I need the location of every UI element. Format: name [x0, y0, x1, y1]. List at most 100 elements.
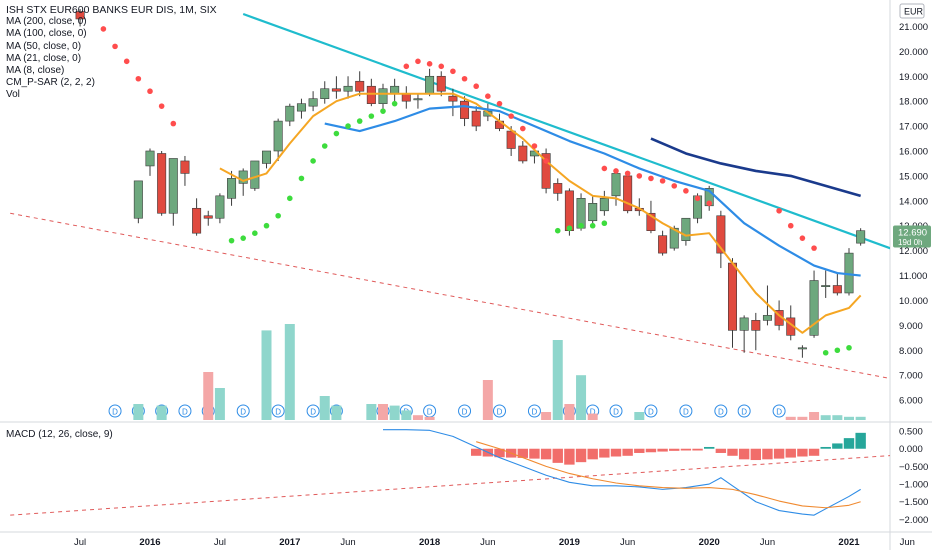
macd-legend: MACD (12, 26, close, 9)	[6, 429, 113, 440]
resistance-trendline	[242, 12, 890, 250]
candle-body	[261, 150, 271, 164]
psar-dot-bear	[543, 158, 549, 164]
psar-dot-bear	[100, 26, 107, 32]
candle-body	[564, 190, 574, 231]
candle-body	[215, 195, 225, 219]
macd-histogram-bar	[610, 448, 622, 457]
candle-body	[355, 80, 365, 92]
macd-histogram-bar	[540, 448, 552, 460]
candle-body	[518, 145, 528, 162]
volume-bar	[412, 415, 423, 420]
time-tick-label: 2020	[699, 537, 720, 548]
macd-tick-label: −0.500	[899, 462, 928, 473]
countdown-label: 19d 0h	[898, 238, 922, 247]
psar-dot-bear	[648, 175, 654, 182]
psar-dot-bear	[123, 58, 130, 65]
macd-histogram-bar	[692, 448, 703, 451]
price-tick-label: 19.000	[899, 72, 928, 83]
macd-tick-label: 0.000	[899, 444, 923, 455]
legend-ma50: MA (50, close, 0)	[6, 40, 82, 52]
dividend-marker-label: D	[741, 408, 747, 417]
candle-body	[320, 88, 330, 99]
candle-body	[401, 93, 411, 102]
price-tick-label: 15.000	[899, 171, 928, 182]
psar-dot-bear	[438, 63, 445, 70]
volume-bar	[564, 404, 575, 420]
dividend-marker-label: D	[275, 408, 281, 417]
legend-vol: Vol	[6, 89, 20, 101]
price-tick-label: 11.000	[899, 271, 927, 282]
dividend-marker-label: D	[532, 408, 538, 417]
psar-dot-bull	[228, 237, 235, 244]
macd-histogram-bar	[843, 438, 855, 449]
psar-dot-bear	[461, 75, 468, 82]
psar-dot-bear	[170, 120, 177, 127]
dividend-marker	[493, 404, 506, 418]
candle-body	[506, 130, 516, 149]
price-tick-label: 7.000	[899, 371, 923, 382]
dividend-marker	[609, 404, 623, 418]
candle-body	[448, 95, 458, 102]
candle-body	[739, 317, 749, 331]
candle-body	[238, 170, 248, 184]
volume-bar	[809, 412, 820, 420]
candle-body	[157, 153, 167, 214]
psar-dot-bear	[415, 58, 421, 65]
macd-histogram-bar	[785, 448, 796, 458]
psar-dot-bull	[310, 158, 316, 164]
candle-body	[250, 160, 260, 189]
dividend-marker-label: D	[613, 408, 619, 417]
currency-label: EUR	[904, 7, 924, 17]
psar-dot-bear	[787, 222, 794, 229]
volume-bar	[587, 413, 598, 420]
ma21-line	[324, 105, 861, 277]
time-tick-label: Jun	[340, 537, 355, 548]
candle-body	[599, 198, 609, 212]
macd-histogram-bar	[762, 448, 773, 460]
candle-body	[285, 105, 295, 122]
candle-body	[751, 320, 761, 331]
psar-dot-bear	[694, 195, 701, 202]
macd-histogram-bar	[517, 448, 528, 458]
macd-trendline	[10, 455, 890, 516]
psar-dot-bull	[368, 113, 375, 119]
volume-bar	[319, 396, 330, 420]
dividend-marker-label: D	[497, 408, 503, 417]
macd-histogram-bar	[529, 448, 540, 459]
volume-bar	[284, 324, 295, 420]
psar-dot-bear	[683, 188, 689, 194]
legend-psar: CM_P-SAR (2, 2, 2)	[6, 77, 95, 89]
dividend-marker-label: D	[683, 408, 689, 417]
volume-bar	[214, 388, 225, 420]
price-tick-label: 16.000	[899, 146, 928, 157]
psar-dot-bull	[380, 108, 386, 114]
candle-body	[436, 75, 446, 92]
macd-histogram-bar	[494, 448, 505, 458]
price-tick-label: 18.000	[899, 97, 928, 108]
price-tick-label: 10.000	[899, 296, 928, 307]
macd-histogram-bar	[820, 446, 831, 449]
volume-bar	[424, 416, 435, 420]
macd-histogram-bar	[727, 448, 738, 456]
volume-bar	[576, 375, 587, 420]
psar-dot-bull	[298, 175, 305, 182]
psar-dot-bull	[822, 349, 829, 356]
psar-dot-bear	[473, 83, 480, 90]
volume-bar	[634, 412, 645, 420]
psar-dot-bear	[659, 178, 666, 184]
psar-dot-bull	[275, 212, 281, 219]
candle-body	[716, 215, 726, 254]
psar-dot-bear	[112, 43, 118, 50]
dividend-marker	[527, 404, 541, 418]
time-tick-label: Jun	[480, 537, 495, 548]
price-tick-label: 14.000	[899, 196, 928, 207]
psar-dot-bear	[496, 100, 503, 107]
psar-dot-bear	[426, 61, 433, 67]
macd-tick-label: −2.000	[899, 515, 928, 526]
time-tick-label: 2018	[419, 537, 440, 548]
candle-body	[203, 215, 213, 219]
dividend-marker	[737, 404, 751, 418]
volume-bar	[832, 415, 843, 420]
volume-bar	[378, 404, 388, 420]
dividend-marker-label: D	[462, 408, 468, 417]
